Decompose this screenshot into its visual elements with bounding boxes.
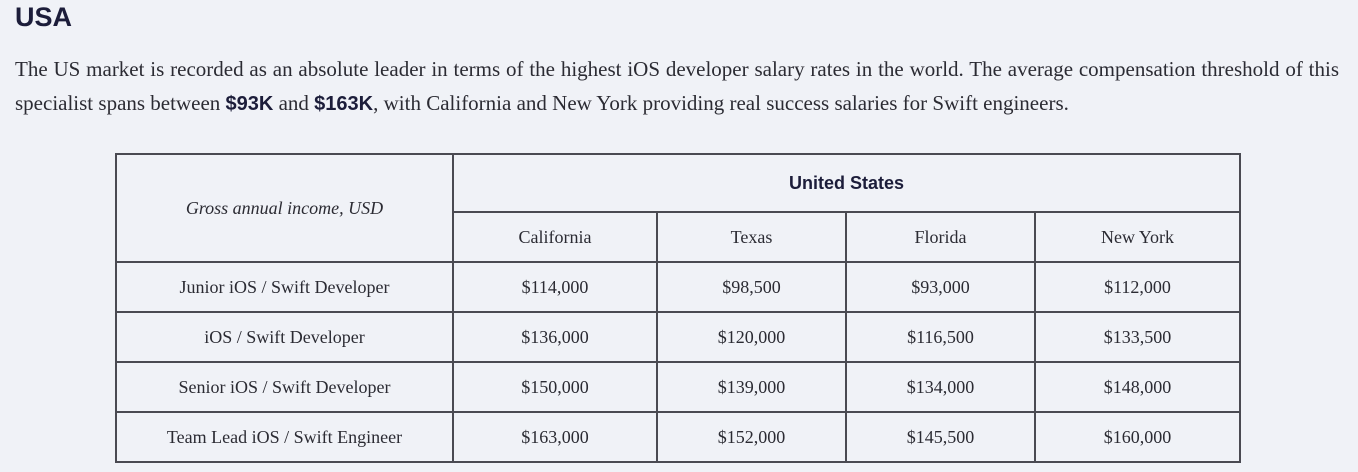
- salary-cell: $98,500: [656, 261, 847, 313]
- column-header: California: [452, 211, 658, 263]
- salary-cell: $120,000: [656, 311, 847, 363]
- column-header: Florida: [845, 211, 1036, 263]
- salary-cell: $136,000: [452, 311, 658, 363]
- salary-cell: $148,000: [1033, 361, 1242, 413]
- table-row: Senior iOS / Swift Developer $150,000 $1…: [115, 361, 1242, 413]
- role-cell: Senior iOS / Swift Developer: [115, 361, 454, 413]
- role-cell: iOS / Swift Developer: [115, 311, 454, 363]
- intro-text-1: The US market is recorded as an absolute…: [15, 57, 1339, 115]
- section-title: USA: [15, 2, 73, 32]
- corner-label: Gross annual income, USD: [115, 153, 454, 263]
- salary-cell: $152,000: [656, 411, 847, 463]
- salary-cell: $163,000: [452, 411, 658, 463]
- salary-cell: $114,000: [452, 261, 658, 313]
- salary-cell: $134,000: [845, 361, 1036, 413]
- salary-high-highlight: $163K: [314, 93, 374, 115]
- salary-cell: $139,000: [656, 361, 847, 413]
- table-row: Junior iOS / Swift Developer $114,000 $9…: [115, 261, 1242, 313]
- salary-table: Gross annual income, USD United States C…: [115, 153, 1242, 463]
- salary-cell: $112,000: [1033, 261, 1242, 313]
- column-header: Texas: [656, 211, 847, 263]
- intro-paragraph: The US market is recorded as an absolute…: [15, 52, 1339, 121]
- column-header: New York: [1033, 211, 1242, 263]
- salary-cell: $160,000: [1033, 411, 1242, 463]
- salary-cell: $133,500: [1033, 311, 1242, 363]
- intro-text-2: and: [273, 91, 315, 115]
- salary-cell: $93,000: [845, 261, 1036, 313]
- salary-cell: $150,000: [452, 361, 658, 413]
- group-header: United States: [451, 153, 1242, 213]
- state-header-row: California Texas Florida New York: [116, 211, 1242, 263]
- table-header-row: Gross annual income, USD United States: [115, 153, 1242, 263]
- role-cell: Team Lead iOS / Swift Engineer: [115, 411, 454, 463]
- salary-low-highlight: $93K: [225, 93, 274, 115]
- intro-text-3: , with California and New York providing…: [373, 91, 1069, 115]
- salary-cell: $116,500: [845, 311, 1036, 363]
- table-row: Team Lead iOS / Swift Engineer $163,000 …: [115, 411, 1242, 463]
- table-row: iOS / Swift Developer $136,000 $120,000 …: [115, 311, 1242, 363]
- salary-cell: $145,500: [845, 411, 1036, 463]
- role-cell: Junior iOS / Swift Developer: [115, 261, 454, 313]
